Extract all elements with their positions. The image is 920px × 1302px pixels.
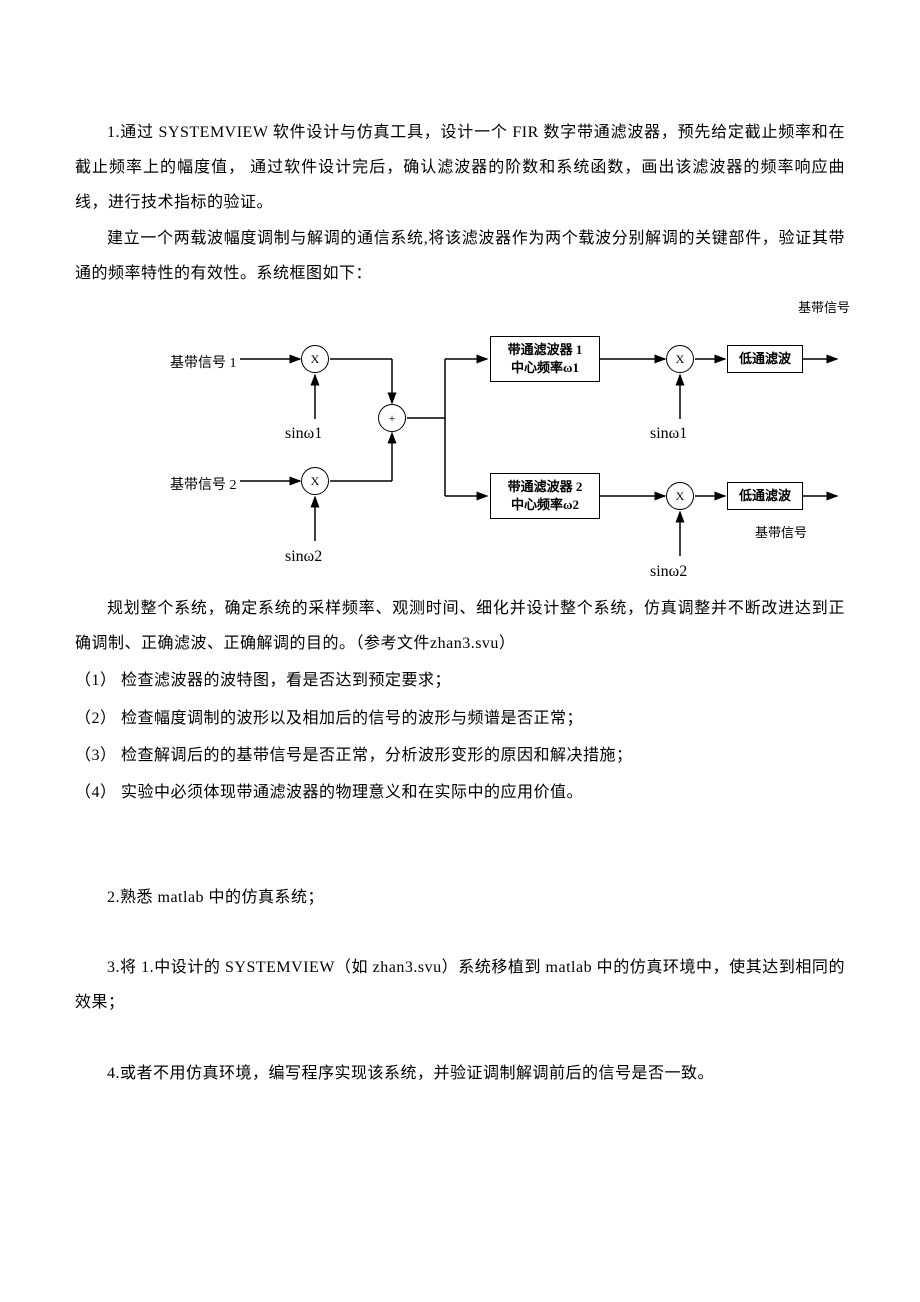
paragraph-1: 1.通过 SYSTEMVIEW 软件设计与仿真工具，设计一个 FIR 数字带通滤… (75, 115, 845, 221)
filter2-line1: 带通滤波器 2 (508, 478, 583, 496)
paragraph-6: 4.或者不用仿真环境，编写程序实现该系统，并验证调制解调前后的信号是否一致。 (75, 1056, 845, 1091)
lowpass-filter-1: 低通滤波 (727, 345, 803, 373)
label-baseband-1: 基带信号 1 (170, 349, 237, 380)
system-block-diagram: 基带信号 基带信号 1 X sinω1 + 基带信号 2 X sinω2 带通滤… (75, 301, 845, 581)
label-sin-w1-right: sinω1 (650, 416, 687, 451)
list-item-4: （4） 实验中必须体现带通滤波器的物理意义和在实际中的应用价值。 (75, 775, 845, 810)
multiplier-1: X (301, 345, 329, 373)
list-item-3: （3） 检查解调后的的基带信号是否正常，分析波形变形的原因和解决措施； (75, 738, 845, 773)
paragraph-4: 2.熟悉 matlab 中的仿真系统； (75, 880, 845, 915)
lowpass-filter-2: 低通滤波 (727, 482, 803, 510)
label-sin-w1-left: sinω1 (285, 416, 322, 451)
bandpass-filter-1: 带通滤波器 1 中心频率ω1 (490, 336, 600, 382)
diagram-connections (75, 301, 845, 581)
bandpass-filter-2: 带通滤波器 2 中心频率ω2 (490, 473, 600, 519)
multiplier-2: X (301, 467, 329, 495)
list-item-2: （2） 检查幅度调制的波形以及相加后的信号的波形与频谱是否正常； (75, 701, 845, 736)
multiplier-3: X (666, 345, 694, 373)
filter1-line2: 中心频率ω1 (511, 359, 579, 377)
label-sin-w2-left: sinω2 (285, 539, 322, 574)
label-sin-w2-right: sinω2 (650, 554, 687, 589)
adder: + (378, 404, 406, 432)
paragraph-2: 建立一个两载波幅度调制与解调的通信系统,将该滤波器作为两个载波分别解调的关键部件… (75, 221, 845, 291)
lowpass2-label: 低通滤波 (739, 487, 791, 505)
paragraph-5: 3.将 1.中设计的 SYSTEMVIEW（如 zhan3.svu）系统移植到 … (75, 950, 845, 1020)
filter2-line2: 中心频率ω2 (511, 496, 579, 514)
label-baseband-2: 基带信号 2 (170, 471, 237, 502)
multiplier-4: X (666, 482, 694, 510)
paragraph-3: 规划整个系统，确定系统的采样频率、观测时间、细化并设计整个系统，仿真调整并不断改… (75, 591, 845, 661)
lowpass1-label: 低通滤波 (739, 350, 791, 368)
label-baseband-bottom-right: 基带信号 (755, 519, 807, 548)
label-baseband-top-right: 基带信号 (798, 294, 850, 323)
list-item-1: （1） 检查滤波器的波特图，看是否达到预定要求； (75, 663, 845, 698)
filter1-line1: 带通滤波器 1 (508, 341, 583, 359)
